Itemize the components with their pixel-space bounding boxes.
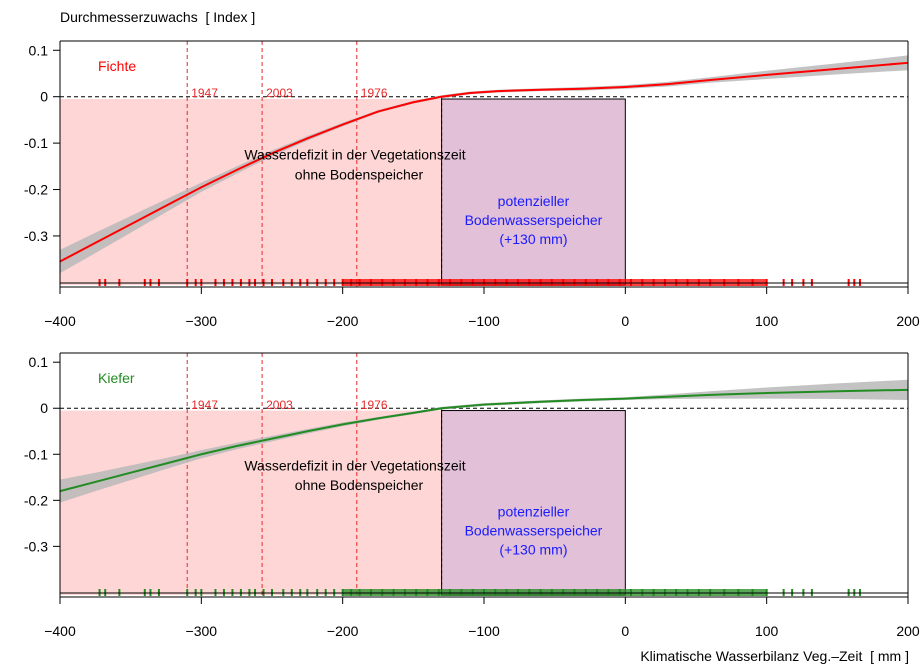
storage-label-line1: potenzieller — [498, 193, 570, 209]
panel-fichte: 1947 2003 1976 Wasserdefizit in der Vegetat… — [24, 40, 920, 329]
storage-region — [441, 98, 626, 286]
year-marker-label: 2003 — [266, 398, 293, 412]
y-axis-title: Durchmesserzuwachs [ Index ] — [60, 9, 256, 25]
y-tick-label: 0 — [40, 400, 48, 416]
storage-label-line1: potenzieller — [498, 503, 570, 519]
storage-label-line2: Bodenwasserspeicher — [465, 212, 603, 228]
panel-name: Kiefer — [98, 370, 135, 386]
year-marker-label: 1976 — [361, 86, 388, 100]
year-marker-label: 1947 — [191, 86, 218, 100]
x-tick-label: 0 — [621, 313, 629, 329]
year-marker-label: 1976 — [361, 398, 388, 412]
y-tick-label: 0.1 — [29, 42, 49, 58]
storage-label-line3: (+130 mm) — [499, 541, 567, 557]
x-tick-label: −400 — [44, 623, 76, 639]
storage-region — [441, 410, 626, 596]
year-marker-label: 2003 — [266, 86, 293, 100]
panel-kiefer: 1947 2003 1976 Wasserdefizit in der Vegetat… — [24, 352, 920, 639]
y-tick-label: 0.1 — [29, 354, 49, 370]
y-tick-label: -0.1 — [24, 446, 48, 462]
x-tick-label: 200 — [896, 313, 920, 329]
x-tick-label: −300 — [186, 623, 218, 639]
panel-name: Fichte — [98, 58, 136, 74]
deficit-region — [60, 410, 442, 595]
deficit-label-line2: ohne Bodenspeicher — [295, 166, 424, 182]
series-line — [59, 388, 909, 493]
series-line — [59, 61, 909, 263]
x-tick-label: 100 — [755, 623, 779, 639]
deficit-label-line2: ohne Bodenspeicher — [295, 477, 424, 493]
y-tick-label: -0.1 — [24, 135, 48, 151]
x-tick-label: −200 — [327, 623, 359, 639]
y-tick-label: -0.2 — [24, 182, 48, 198]
x-tick-label: 200 — [896, 623, 920, 639]
y-tick-label: -0.2 — [24, 492, 48, 508]
storage-label-line3: (+130 mm) — [499, 231, 567, 247]
y-tick-label: -0.3 — [24, 538, 48, 554]
x-tick-label: 100 — [755, 313, 779, 329]
x-axis-title: Klimatische Wasserbilanz Veg.–Zeit [ mm … — [640, 648, 909, 664]
x-tick-label: 0 — [621, 623, 629, 639]
x-tick-label: −400 — [44, 313, 76, 329]
deficit-region — [60, 99, 442, 286]
x-tick-label: −200 — [327, 313, 359, 329]
deficit-label-line1: Wasserdefizit in der Vegetationszeit — [244, 457, 465, 473]
x-tick-label: −300 — [186, 313, 218, 329]
y-tick-label: -0.3 — [24, 228, 48, 244]
year-marker-label: 1947 — [191, 398, 218, 412]
x-tick-label: −100 — [468, 313, 500, 329]
deficit-label-line1: Wasserdefizit in der Vegetationszeit — [244, 146, 465, 162]
storage-label-line2: Bodenwasserspeicher — [465, 522, 603, 538]
y-tick-label: 0 — [40, 89, 48, 105]
x-tick-label: −100 — [468, 623, 500, 639]
